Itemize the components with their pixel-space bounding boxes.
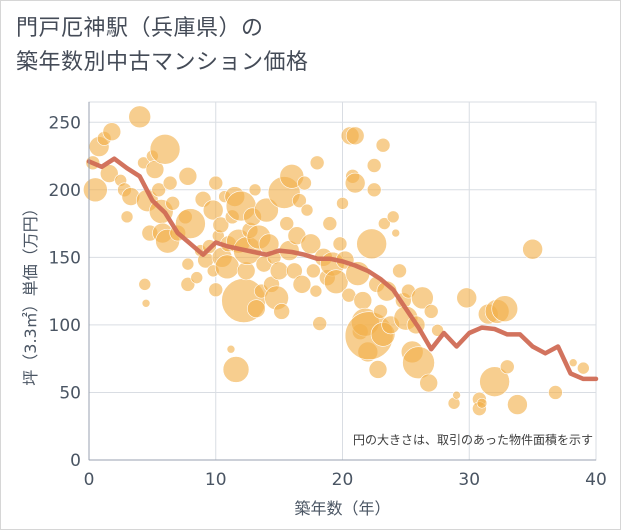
data-bubble	[386, 210, 400, 224]
y-tick-label: 150	[49, 248, 81, 268]
chart-title: 門戸厄神駅（兵庫県）の 築年数別中古マンション価格	[16, 12, 309, 80]
data-bubble	[222, 356, 250, 383]
y-tick-label: 100	[49, 316, 81, 336]
data-bubble	[279, 216, 295, 231]
data-bubble	[309, 284, 323, 298]
data-bubble	[292, 275, 312, 294]
data-bubble	[83, 177, 108, 203]
data-bubble	[226, 344, 236, 354]
data-bubble	[248, 183, 262, 197]
data-bubble	[345, 126, 365, 146]
data-bubble	[479, 366, 510, 397]
data-bubble	[254, 197, 279, 223]
data-bubble	[378, 217, 391, 230]
data-bubble	[366, 182, 382, 198]
data-bubble	[452, 390, 461, 400]
data-bubble	[175, 208, 206, 239]
data-bubble	[548, 385, 563, 400]
data-bubble	[309, 155, 325, 171]
x-tick-label: 30	[458, 470, 480, 490]
data-bubble	[476, 397, 488, 409]
data-bubble	[208, 175, 224, 191]
data-bubble	[522, 238, 543, 260]
data-bubble	[138, 278, 152, 291]
data-bubble	[507, 394, 528, 415]
data-bubble	[208, 282, 224, 298]
data-bubble	[306, 263, 321, 279]
data-bubble	[356, 228, 387, 260]
data-bubble	[456, 287, 478, 309]
data-bubble	[300, 233, 322, 255]
data-bubble	[322, 216, 338, 231]
data-bubble	[568, 358, 578, 368]
x-tick-label: 10	[205, 470, 227, 490]
data-bubble	[323, 269, 349, 294]
y-tick-label: 200	[49, 181, 81, 201]
chart-axes: 0 50 100 150 200 250 0 10 20 30 40	[49, 102, 607, 490]
y-tick-label: 250	[49, 113, 81, 133]
data-bubble	[181, 257, 195, 271]
data-bubble	[431, 324, 444, 337]
trend-line-layer	[86, 156, 599, 382]
data-bubble	[149, 133, 181, 165]
data-bubble	[102, 122, 122, 142]
data-bubble	[577, 361, 590, 375]
data-bubble	[300, 203, 314, 217]
data-bubble	[392, 263, 407, 279]
chart-title-line2: 築年数別中古マンション価格	[16, 50, 309, 75]
chart-title-line1: 門戸厄神駅（兵庫県）の	[16, 16, 264, 41]
data-bubble	[332, 236, 348, 252]
data-bubble	[336, 197, 349, 210]
x-tick-label: 40	[585, 470, 607, 490]
data-bubble	[402, 346, 435, 380]
data-bubble	[375, 137, 391, 153]
data-bubble	[120, 210, 134, 224]
data-bubble	[391, 228, 401, 238]
data-bubble	[212, 216, 230, 234]
bubble-size-note: 円の大きさは、取引のあった物件面積を示す	[353, 432, 593, 447]
data-bubble	[165, 196, 180, 211]
data-bubble	[247, 299, 266, 318]
data-bubble	[353, 291, 373, 310]
data-bubble	[419, 373, 438, 393]
x-tick-label: 0	[84, 470, 95, 490]
data-bubble	[178, 167, 198, 186]
data-bubble	[366, 158, 382, 173]
data-bubble	[128, 105, 151, 129]
data-bubble	[312, 316, 327, 331]
data-bubble	[368, 360, 388, 379]
y-tick-label: 0	[70, 451, 81, 471]
y-axis-title: 坪（3.3㎡）単価（万円）	[21, 200, 40, 385]
data-bubble	[269, 261, 289, 281]
data-bubble	[297, 175, 312, 191]
data-bubble	[273, 303, 290, 320]
x-tick-label: 20	[332, 470, 354, 490]
data-bubble	[491, 295, 519, 322]
data-bubble	[344, 172, 366, 194]
data-bubble	[141, 298, 151, 308]
data-bubble	[411, 286, 434, 310]
data-bubble	[286, 262, 303, 280]
data-bubble	[373, 304, 388, 319]
data-bubble	[499, 359, 515, 375]
data-bubble	[202, 199, 224, 221]
data-bubble	[162, 175, 178, 191]
data-bubble	[423, 304, 439, 319]
average-price-line	[86, 156, 599, 382]
y-tick-label: 50	[59, 383, 81, 403]
data-bubble	[151, 182, 167, 198]
data-bubble	[292, 193, 307, 208]
x-axis-title: 築年数（年）	[294, 499, 390, 518]
data-bubble	[190, 271, 204, 284]
